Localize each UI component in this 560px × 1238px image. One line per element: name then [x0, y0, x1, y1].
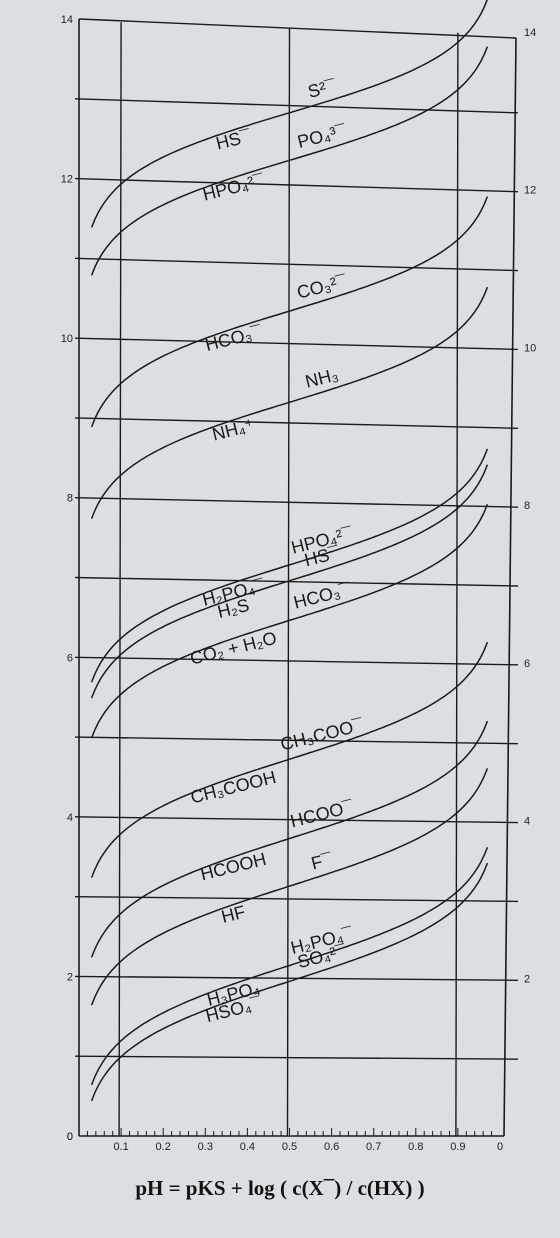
x-tick-label: 0.3: [198, 1141, 213, 1153]
left-tick-label: 10: [61, 333, 73, 345]
grid-line-h: [74, 656, 519, 666]
left-tick-label: 4: [67, 812, 73, 824]
base-label-1: PO₄³¯: [295, 120, 349, 152]
ph-curve-9: [90, 768, 489, 1006]
acid-label-0: HS¯: [214, 126, 254, 154]
right-axis: [503, 37, 517, 1137]
left-tick-label: 6: [67, 652, 73, 664]
right-tick-label: 10: [524, 342, 536, 354]
ph-curve-1: [90, 46, 489, 276]
top-edge: [78, 18, 517, 39]
x-tick-label: 0.9: [450, 1141, 465, 1153]
ph-curve-7: [90, 641, 489, 878]
axis-ticks: 0 2 4 6 8 10 12 14 2 4 6 8 10 12 14 0.1 0.2 0.3 0.4 0.5 0.6 0…: [61, 14, 537, 1153]
ph-curve-0: [90, 0, 488, 228]
ph-curve-6: [90, 503, 489, 739]
origin-tick-label: 0: [67, 1131, 73, 1143]
grid-line-h: [74, 497, 519, 508]
x-tick-label: 0.2: [156, 1141, 171, 1153]
base-label-0: S²¯: [306, 75, 339, 101]
ph-formula: pH = pKS + log ( c(X¯) / c(HX) ): [135, 1176, 425, 1200]
right-tick-label: 8: [524, 500, 530, 512]
base-label-9: F¯: [309, 849, 335, 874]
base-label-6: HCO₃¯: [292, 579, 353, 613]
ph-curves: [90, 0, 489, 1102]
x-tick-label: 0.6: [324, 1141, 339, 1153]
chart-frame: [78, 18, 517, 1137]
acid-label-1: HPO₄²¯: [201, 170, 267, 205]
grid-line-h: [74, 257, 519, 272]
ph-curve-3: [90, 286, 489, 519]
base-label-8: HCOO¯: [288, 796, 356, 831]
ph-curve-4: [90, 448, 489, 683]
left-tick-label: 14: [61, 14, 73, 26]
x-tick-label: 0.5: [282, 1141, 297, 1153]
acid-label-6: CO₂ + H₂O: [188, 628, 279, 669]
grid-lines: [74, 22, 519, 1137]
right-tick-label: 2: [524, 973, 530, 985]
ph-curve-5: [90, 464, 489, 699]
x-tick-label: 0.8: [408, 1141, 423, 1153]
x-tick-label: 0: [497, 1141, 503, 1153]
base-label-2: CO₃²¯: [295, 271, 350, 303]
ph-curve-11: [90, 862, 489, 1102]
grid-line-h: [74, 1055, 519, 1060]
left-tick-label: 8: [67, 493, 73, 505]
acid-label-9: HF: [219, 902, 247, 927]
left-tick-label: 0: [67, 1131, 73, 1143]
grid-line-h: [74, 816, 519, 824]
left-tick-label: 2: [67, 971, 73, 983]
acid-label-8: HCOOH: [198, 849, 268, 885]
acid-label-3: NH₄⁺: [210, 415, 256, 445]
grid-line-h: [74, 736, 519, 745]
x-tick-label: 0.4: [240, 1141, 255, 1153]
grid-line-h: [74, 895, 519, 903]
grid-line-h: [74, 576, 519, 587]
right-tick-label: 12: [524, 185, 536, 197]
grid-line-v: [118, 22, 122, 1137]
acid-label-2: HCO₃¯: [203, 321, 264, 355]
left-tick-label: 12: [61, 174, 73, 186]
grid-line-h: [74, 417, 519, 429]
ph-curve-2: [90, 196, 489, 428]
right-tick-label: 6: [524, 658, 530, 670]
grid-line-v: [455, 32, 459, 1137]
grid-line-h: [74, 98, 519, 114]
x-tick-label: 0.1: [113, 1141, 128, 1153]
ph-curve-8: [90, 720, 489, 958]
grid-line-h: [74, 177, 519, 193]
ph-curve-10: [90, 847, 489, 1086]
x-tick-label: 0.7: [366, 1141, 381, 1153]
right-tick-label: 14: [524, 27, 536, 39]
acid-label-7: CH₃COOH: [189, 767, 279, 808]
right-tick-label: 4: [524, 816, 530, 828]
grid-line-h: [74, 337, 519, 351]
